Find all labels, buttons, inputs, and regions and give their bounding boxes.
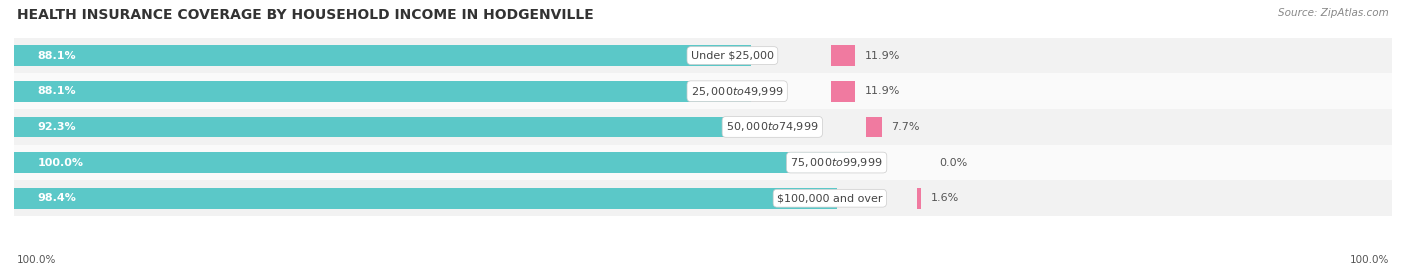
Bar — [14, 117, 786, 137]
Text: 7.7%: 7.7% — [891, 122, 920, 132]
Bar — [14, 152, 851, 173]
Text: $100,000 and over: $100,000 and over — [778, 193, 883, 203]
Bar — [831, 81, 855, 102]
Bar — [831, 45, 855, 66]
Text: HEALTH INSURANCE COVERAGE BY HOUSEHOLD INCOME IN HODGENVILLE: HEALTH INSURANCE COVERAGE BY HOUSEHOLD I… — [17, 8, 593, 22]
Text: 100.0%: 100.0% — [38, 158, 84, 168]
Text: 100.0%: 100.0% — [1350, 255, 1389, 265]
Bar — [14, 145, 1392, 180]
Bar — [14, 38, 1392, 73]
Text: $50,000 to $74,999: $50,000 to $74,999 — [725, 120, 818, 133]
Text: 88.1%: 88.1% — [38, 86, 76, 96]
Text: $25,000 to $49,999: $25,000 to $49,999 — [690, 85, 783, 98]
Text: $75,000 to $99,999: $75,000 to $99,999 — [790, 156, 883, 169]
Bar — [917, 188, 921, 208]
Text: 11.9%: 11.9% — [865, 50, 900, 60]
Text: Under $25,000: Under $25,000 — [690, 50, 773, 60]
Text: 11.9%: 11.9% — [865, 86, 900, 96]
Text: 0.0%: 0.0% — [939, 158, 967, 168]
Bar — [14, 81, 751, 102]
Text: 100.0%: 100.0% — [17, 255, 56, 265]
Text: 1.6%: 1.6% — [931, 193, 959, 203]
Bar — [14, 45, 751, 66]
Text: 92.3%: 92.3% — [38, 122, 76, 132]
Bar — [14, 109, 1392, 145]
Bar — [14, 188, 837, 208]
Bar — [14, 180, 1392, 216]
Text: 98.4%: 98.4% — [38, 193, 77, 203]
Text: 88.1%: 88.1% — [38, 50, 76, 60]
Bar — [866, 117, 882, 137]
Legend: With Coverage, Without Coverage: With Coverage, Without Coverage — [582, 268, 824, 270]
Bar — [14, 73, 1392, 109]
Text: Source: ZipAtlas.com: Source: ZipAtlas.com — [1278, 8, 1389, 18]
